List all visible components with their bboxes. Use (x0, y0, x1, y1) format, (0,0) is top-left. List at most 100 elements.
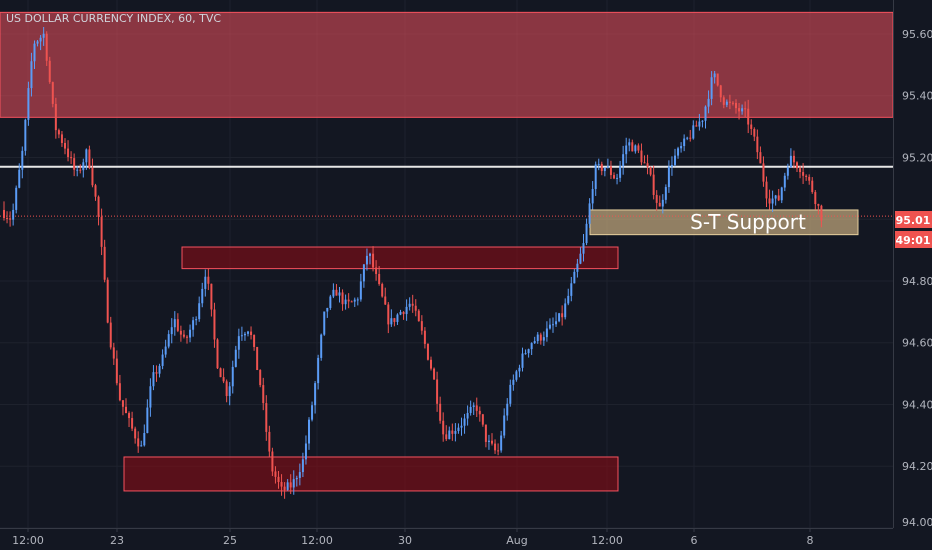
candle-body (356, 299, 359, 301)
candle-body (704, 106, 707, 121)
candle-body (689, 137, 692, 139)
candle-body (405, 306, 408, 315)
candle-body (250, 331, 253, 336)
candle-body (179, 330, 182, 335)
candle-body (433, 368, 436, 380)
candle-body (369, 253, 371, 256)
candle-body (585, 223, 588, 244)
price-tick-label: 94.40 (902, 398, 932, 411)
candle-body (664, 187, 667, 200)
candle-body (216, 339, 219, 369)
candle-body (570, 283, 573, 296)
candle-body (728, 101, 731, 103)
candle-body (417, 310, 420, 322)
candle-body (237, 336, 240, 350)
candle-body (225, 381, 228, 397)
time-axis: 12:00 23 25 12:00 30 Aug 12:00 6 8 (0, 528, 893, 547)
candle-body (243, 333, 246, 336)
candle-body (3, 209, 5, 218)
candle-body (481, 414, 484, 425)
candle-body (228, 386, 231, 397)
candle-body (146, 407, 149, 433)
candle-body (118, 383, 121, 401)
candle-body (18, 169, 21, 188)
candle-body (268, 431, 271, 452)
price-tick-label: 94.60 (902, 337, 932, 350)
candle-body (789, 155, 792, 168)
candle-body (753, 128, 756, 137)
candle-body (362, 264, 365, 282)
candle-body (21, 150, 24, 170)
candle-body (545, 328, 548, 338)
candle-body (661, 199, 664, 207)
candle-body (799, 168, 802, 173)
candle-body (655, 194, 658, 203)
candle-body (609, 166, 612, 176)
candle-body (524, 353, 527, 355)
candle-body (88, 149, 91, 168)
candle-body (390, 318, 393, 325)
candle-body (6, 217, 9, 219)
candle-body (634, 145, 637, 152)
candle-body (469, 406, 472, 413)
candle-body (478, 410, 481, 415)
candle-body (506, 403, 509, 416)
candle-body (719, 85, 722, 98)
candle-body (292, 479, 295, 488)
candle-body (103, 246, 106, 280)
candle-body (231, 366, 234, 387)
candle-body (271, 451, 274, 472)
chart-title: US DOLLAR CURRENCY INDEX, 60, TVC (6, 12, 221, 25)
candle-body (131, 418, 134, 429)
candle-body (198, 303, 201, 320)
candle-body (780, 187, 783, 201)
candle-body (253, 335, 256, 347)
candle-body (106, 279, 109, 323)
candle-body (79, 169, 82, 171)
candle-body (680, 146, 683, 149)
candle-body (207, 276, 210, 284)
candle-body (606, 166, 609, 168)
candle-body (448, 430, 451, 440)
candle-body (137, 438, 140, 447)
candle-body (722, 97, 725, 105)
candle-body (85, 149, 88, 163)
candle-body (591, 189, 594, 204)
candle-body (70, 157, 73, 159)
candle-body (338, 292, 341, 296)
candle-body (375, 267, 378, 274)
candle-body (768, 198, 771, 204)
candle-body (808, 176, 811, 181)
candle-body (750, 124, 753, 129)
candle-body (738, 108, 741, 112)
candle-body (512, 379, 515, 385)
candle-body (564, 303, 567, 318)
candle-body (121, 400, 124, 407)
candle-body (515, 371, 518, 380)
candle-body (54, 103, 57, 131)
candle-body (716, 73, 719, 86)
candle-body (125, 406, 127, 414)
candle-body (786, 167, 789, 176)
mid-resistance-zone (181, 246, 619, 270)
candle-body (399, 311, 402, 315)
candle-body (625, 145, 628, 155)
candle-body (594, 164, 597, 190)
candle-body (155, 372, 158, 374)
candle-body (289, 482, 292, 488)
candle-body (811, 180, 814, 193)
candle-body (713, 73, 716, 78)
candle-body (442, 420, 445, 435)
time-tick-label: Aug (506, 534, 527, 547)
candle-body (350, 301, 353, 303)
candle-body (579, 253, 582, 264)
candle-body (247, 331, 249, 334)
candle-body (219, 368, 222, 378)
candle-body (298, 472, 301, 478)
candle-body (115, 358, 118, 384)
candle-body (347, 299, 350, 302)
candle-body (365, 255, 368, 265)
price-badge: 95.01 (895, 211, 932, 228)
candle-body (176, 319, 179, 331)
